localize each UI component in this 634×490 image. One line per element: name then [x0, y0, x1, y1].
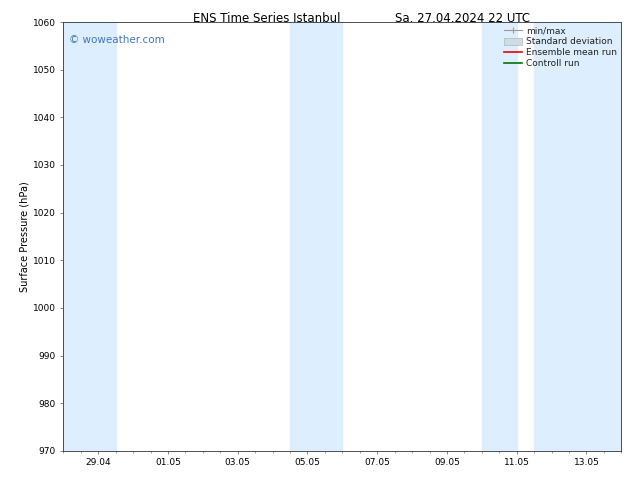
Bar: [290, 22, 342, 451]
Y-axis label: Surface Pressure (hPa): Surface Pressure (hPa): [20, 181, 30, 292]
Bar: [534, 22, 621, 451]
Bar: [482, 22, 517, 451]
Legend: min/max, Standard deviation, Ensemble mean run, Controll run: min/max, Standard deviation, Ensemble me…: [502, 25, 619, 70]
Text: © woweather.com: © woweather.com: [69, 35, 165, 45]
Text: ENS Time Series Istanbul: ENS Time Series Istanbul: [193, 12, 340, 25]
Text: Sa. 27.04.2024 22 UTC: Sa. 27.04.2024 22 UTC: [395, 12, 531, 25]
Bar: [63, 22, 115, 451]
